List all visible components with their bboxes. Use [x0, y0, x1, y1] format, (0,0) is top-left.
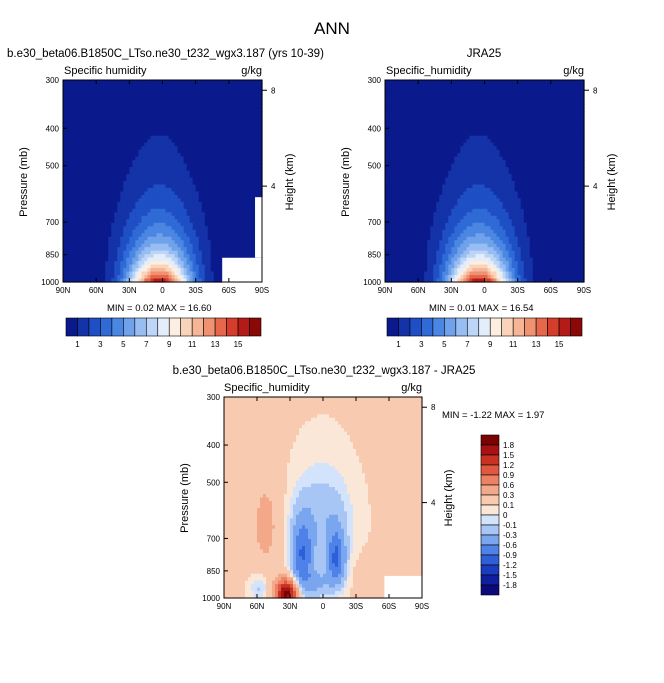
colorbar-label: 11 [188, 340, 197, 349]
y-tick-label: 500 [46, 162, 60, 171]
y-tick-label: 850 [46, 251, 60, 260]
x-tick-label: 60N [89, 286, 104, 295]
y-tick-label: 1000 [41, 278, 59, 287]
x-tick-label: 30N [122, 286, 137, 295]
colorbar-swatch [66, 318, 77, 336]
colorbar-swatch [135, 318, 146, 336]
height-tick-label: 8 [271, 86, 276, 95]
model-ylabel: Pressure (mb) [18, 147, 30, 217]
colorbar-swatch [89, 318, 100, 336]
colorbar-swatch [100, 318, 111, 336]
obs-panel-title: JRA25 [467, 48, 502, 60]
y-tick-label: 300 [46, 76, 60, 85]
model-min-max: MIN = 0.02 MAX = 16.60 [107, 303, 212, 314]
x-tick-label: 0 [160, 286, 165, 295]
colorbar-swatch [169, 318, 180, 336]
colorbar-swatch [192, 318, 203, 336]
height-tick-label: 4 [271, 182, 276, 191]
model-plot [63, 80, 263, 283]
colorbar-label: 7 [144, 340, 149, 349]
colorbar-label: 15 [234, 340, 243, 349]
model-height-axis: 84 [262, 86, 276, 191]
colorbar-swatch [123, 318, 134, 336]
model-height-label: Height (km) [284, 154, 296, 211]
colorbar-swatch [77, 318, 88, 336]
colorbar-swatch [146, 318, 157, 336]
figure-title: ANN [314, 19, 350, 38]
colorbar-swatch [215, 318, 226, 336]
obs-var-label: Specific_humidity [386, 65, 472, 77]
colorbar-swatch [250, 318, 261, 336]
obs-units-label: g/kg [563, 65, 584, 77]
x-tick-label: 90N [56, 286, 71, 295]
y-tick-label: 400 [46, 124, 60, 133]
missing-data-patch [222, 258, 263, 283]
colorbar-label: 5 [121, 340, 126, 349]
colorbar-label: 3 [98, 340, 103, 349]
colorbar-swatch [204, 318, 215, 336]
model-var-label: Specific humidity [64, 65, 147, 77]
model-panel-title: b.e30_beta06.B1850C_LTso.ne30_t232_wgx3.… [7, 48, 324, 60]
y-tick-label: 700 [46, 218, 60, 227]
x-tick-label: 90S [255, 286, 269, 295]
colorbar-swatch [227, 318, 238, 336]
colorbar-swatch [112, 318, 123, 336]
colorbar-swatch [158, 318, 169, 336]
obs-plot [385, 80, 585, 283]
model-colorbar: 1 3 5 7 9 11 13 15 [66, 318, 261, 349]
colorbar-swatch [181, 318, 192, 336]
x-tick-label: 60S [222, 286, 236, 295]
model-units-label: g/kg [241, 65, 262, 77]
colorbar-label: 9 [167, 340, 172, 349]
colorbar-label: 13 [211, 340, 220, 349]
colorbar-swatch [238, 318, 249, 336]
colorbar-label: 1 [75, 340, 80, 349]
x-tick-label: 30S [189, 286, 203, 295]
